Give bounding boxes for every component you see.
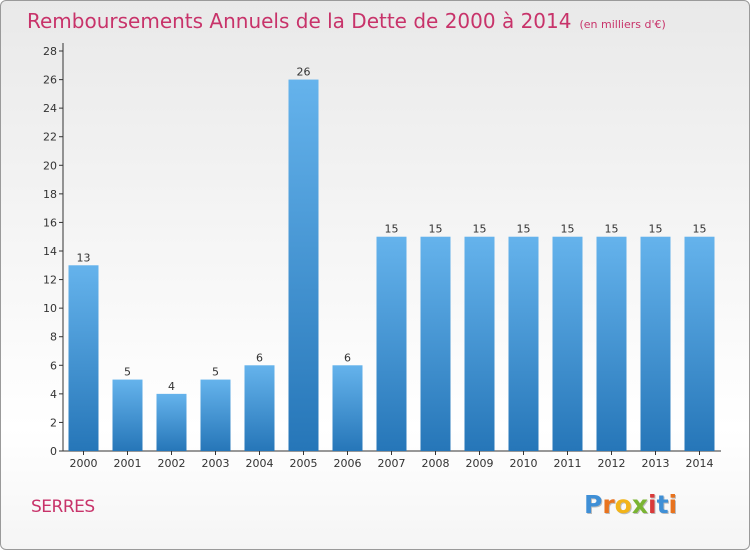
- chart-subtitle: (en milliers d'€): [579, 18, 666, 31]
- x-axis: 2000 2001 2002 2003 2004 2005 2006 2007 2008 2009…: [63, 450, 721, 470]
- bar-value-label: 15: [693, 223, 707, 236]
- bar-value-label: 15: [517, 223, 531, 236]
- bar-value-label: 5: [124, 366, 131, 379]
- bar-value-label: 15: [473, 223, 487, 236]
- x-tick-label: 2009: [466, 457, 494, 470]
- x-tick-label: 2004: [246, 457, 274, 470]
- y-tick-label: 26: [43, 74, 57, 87]
- bar: [596, 236, 627, 451]
- x-tick-label: 2007: [378, 457, 406, 470]
- proxiti-logo-letter: i: [648, 490, 657, 519]
- bar: [332, 365, 363, 451]
- x-tick-label: 2006: [334, 457, 362, 470]
- bar-value-label: 6: [256, 351, 263, 364]
- y-tick-label: 8: [50, 331, 57, 344]
- proxiti-logo-letter: o: [614, 490, 632, 519]
- chart-title: Remboursements Annuels de la Dette de 20…: [27, 9, 666, 33]
- bar: [376, 236, 407, 451]
- chart-title-text: Remboursements Annuels de la Dette de 20…: [27, 9, 572, 33]
- bar: [684, 236, 715, 451]
- y-tick-label: 4: [50, 388, 57, 401]
- bar-labels: 13 5 4 5 6 26 6 15 15 15 15 15 15 15 15: [77, 66, 707, 393]
- bar-value-label: 15: [649, 223, 663, 236]
- x-tick-label: 2001: [114, 457, 142, 470]
- x-tick-label: 2008: [422, 457, 450, 470]
- proxiti-logo: Proxiti: [584, 490, 677, 519]
- bar-value-label: 15: [605, 223, 619, 236]
- y-tick-label: 10: [43, 302, 57, 315]
- x-tick-label: 2011: [554, 457, 582, 470]
- bars: [68, 79, 715, 452]
- bar: [200, 379, 231, 451]
- bar-value-label: 6: [344, 351, 351, 364]
- y-tick-label: 12: [43, 274, 57, 287]
- x-tick-label: 2000: [70, 457, 98, 470]
- x-tick-label: 2002: [158, 457, 186, 470]
- bar-value-label: 15: [561, 223, 575, 236]
- bar: [156, 393, 187, 451]
- bar-value-label: 5: [212, 366, 219, 379]
- commune-name: SERRES: [31, 497, 95, 517]
- bar: [552, 236, 583, 451]
- y-tick-label: 22: [43, 131, 57, 144]
- bar-value-label: 15: [385, 223, 399, 236]
- x-tick-label: 2005: [290, 457, 318, 470]
- bar-value-label: 15: [429, 223, 443, 236]
- y-tick-label: 6: [50, 359, 57, 372]
- x-tick-label: 2012: [598, 457, 626, 470]
- bar-value-label: 4: [168, 380, 175, 393]
- y-tick-label: 28: [43, 45, 57, 58]
- bar-value-label: 26: [297, 66, 311, 79]
- y-tick-label: 20: [43, 159, 57, 172]
- y-tick-label: 14: [43, 245, 57, 258]
- y-tick-label: 18: [43, 188, 57, 201]
- proxiti-logo-letter: r: [602, 490, 615, 519]
- y-tick-label: 0: [50, 445, 57, 458]
- y-tick-label: 16: [43, 216, 57, 229]
- x-tick-label: 2013: [642, 457, 670, 470]
- proxiti-logo-letter: i: [668, 490, 678, 519]
- bar: [420, 236, 451, 451]
- bar-value-label: 13: [77, 251, 91, 264]
- x-tick-label: 2014: [686, 457, 714, 470]
- proxiti-logo-letter: x: [631, 490, 648, 519]
- y-tick-label: 24: [43, 102, 57, 115]
- x-tick-label: 2010: [510, 457, 538, 470]
- bar: [68, 265, 99, 451]
- bar: [112, 379, 143, 451]
- y-tick-label: 2: [50, 416, 57, 429]
- x-tick-label: 2003: [202, 457, 230, 470]
- bar: [640, 236, 671, 451]
- bar: [244, 365, 275, 451]
- proxiti-logo-letter: P: [584, 490, 603, 519]
- proxiti-logo-letter: t: [656, 490, 669, 519]
- bar: [464, 236, 495, 451]
- bar: [288, 79, 319, 452]
- bar: [508, 236, 539, 451]
